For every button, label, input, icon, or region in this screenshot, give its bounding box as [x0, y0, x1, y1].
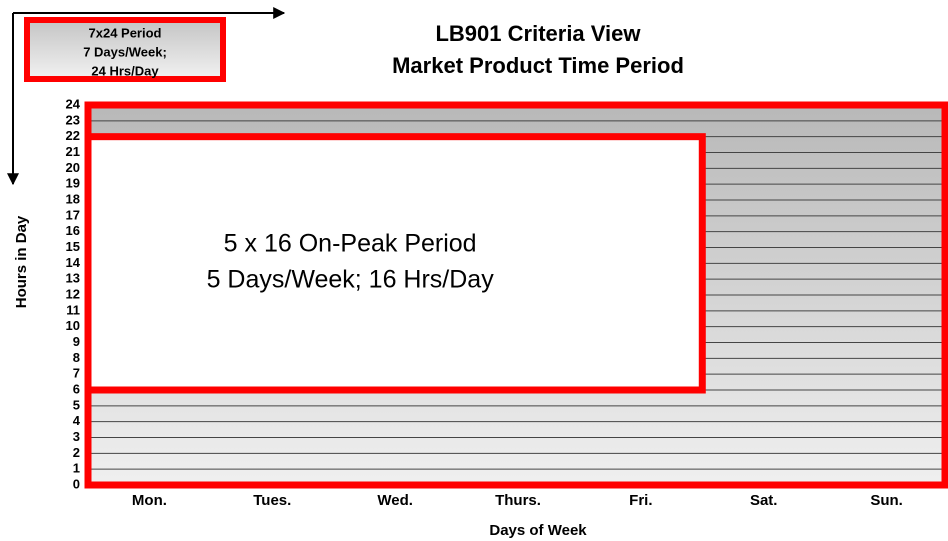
- y-tick-label: 24: [66, 96, 81, 111]
- y-tick-label: 13: [66, 271, 80, 286]
- x-tick-label: Sat.: [750, 492, 778, 509]
- y-tick-label: 12: [66, 286, 80, 301]
- y-tick-label: 23: [66, 112, 80, 127]
- on-peak-text: 5 x 16 On-Peak Period: [224, 230, 477, 258]
- y-axis-label: Hours in Day: [13, 215, 30, 308]
- y-tick-label: 1: [73, 461, 80, 476]
- y-tick-label: 11: [66, 302, 80, 317]
- on-peak-text: 5 Days/Week; 16 Hrs/Day: [207, 266, 495, 294]
- y-tick-label: 9: [73, 334, 80, 349]
- y-tick-label: 18: [66, 191, 80, 206]
- full-period-text: 7 Days/Week;: [83, 44, 167, 59]
- y-tick-label: 10: [66, 318, 80, 333]
- y-tick-label: 17: [66, 207, 80, 222]
- full-period-text: 7x24 Period: [89, 25, 162, 40]
- x-tick-label: Sun.: [870, 492, 903, 509]
- y-tick-label: 19: [66, 176, 80, 191]
- chart-title: LB901 Criteria View: [435, 21, 641, 46]
- on-peak-region: [84, 133, 706, 394]
- y-tick-label: 20: [66, 160, 80, 175]
- y-tick-label: 14: [66, 255, 81, 270]
- y-tick-label: 2: [73, 445, 80, 460]
- y-tick-label: 21: [66, 144, 80, 159]
- chart-subtitle: Market Product Time Period: [392, 53, 684, 78]
- x-tick-label: Thurs.: [495, 492, 541, 509]
- y-tick-label: 6: [73, 381, 80, 396]
- x-tick-label: Mon.: [132, 492, 167, 509]
- x-tick-label: Fri.: [629, 492, 652, 509]
- y-tick-label: 15: [66, 239, 80, 254]
- y-tick-label: 3: [73, 429, 80, 444]
- full-period-text: 24 Hrs/Day: [91, 63, 159, 78]
- y-tick-label: 4: [73, 413, 81, 428]
- regions: [84, 101, 948, 489]
- y-tick-label: 5: [73, 397, 80, 412]
- x-tick-label: Wed.: [377, 492, 413, 509]
- y-tick-label: 0: [73, 476, 80, 491]
- x-tick-label: Tues.: [253, 492, 291, 509]
- y-tick-label: 22: [66, 128, 80, 143]
- x-axis-label: Days of Week: [489, 522, 587, 539]
- y-tick-label: 8: [73, 350, 80, 365]
- y-tick-label: 16: [66, 223, 80, 238]
- full-period-legend: [24, 17, 226, 82]
- y-tick-label: 7: [73, 366, 80, 381]
